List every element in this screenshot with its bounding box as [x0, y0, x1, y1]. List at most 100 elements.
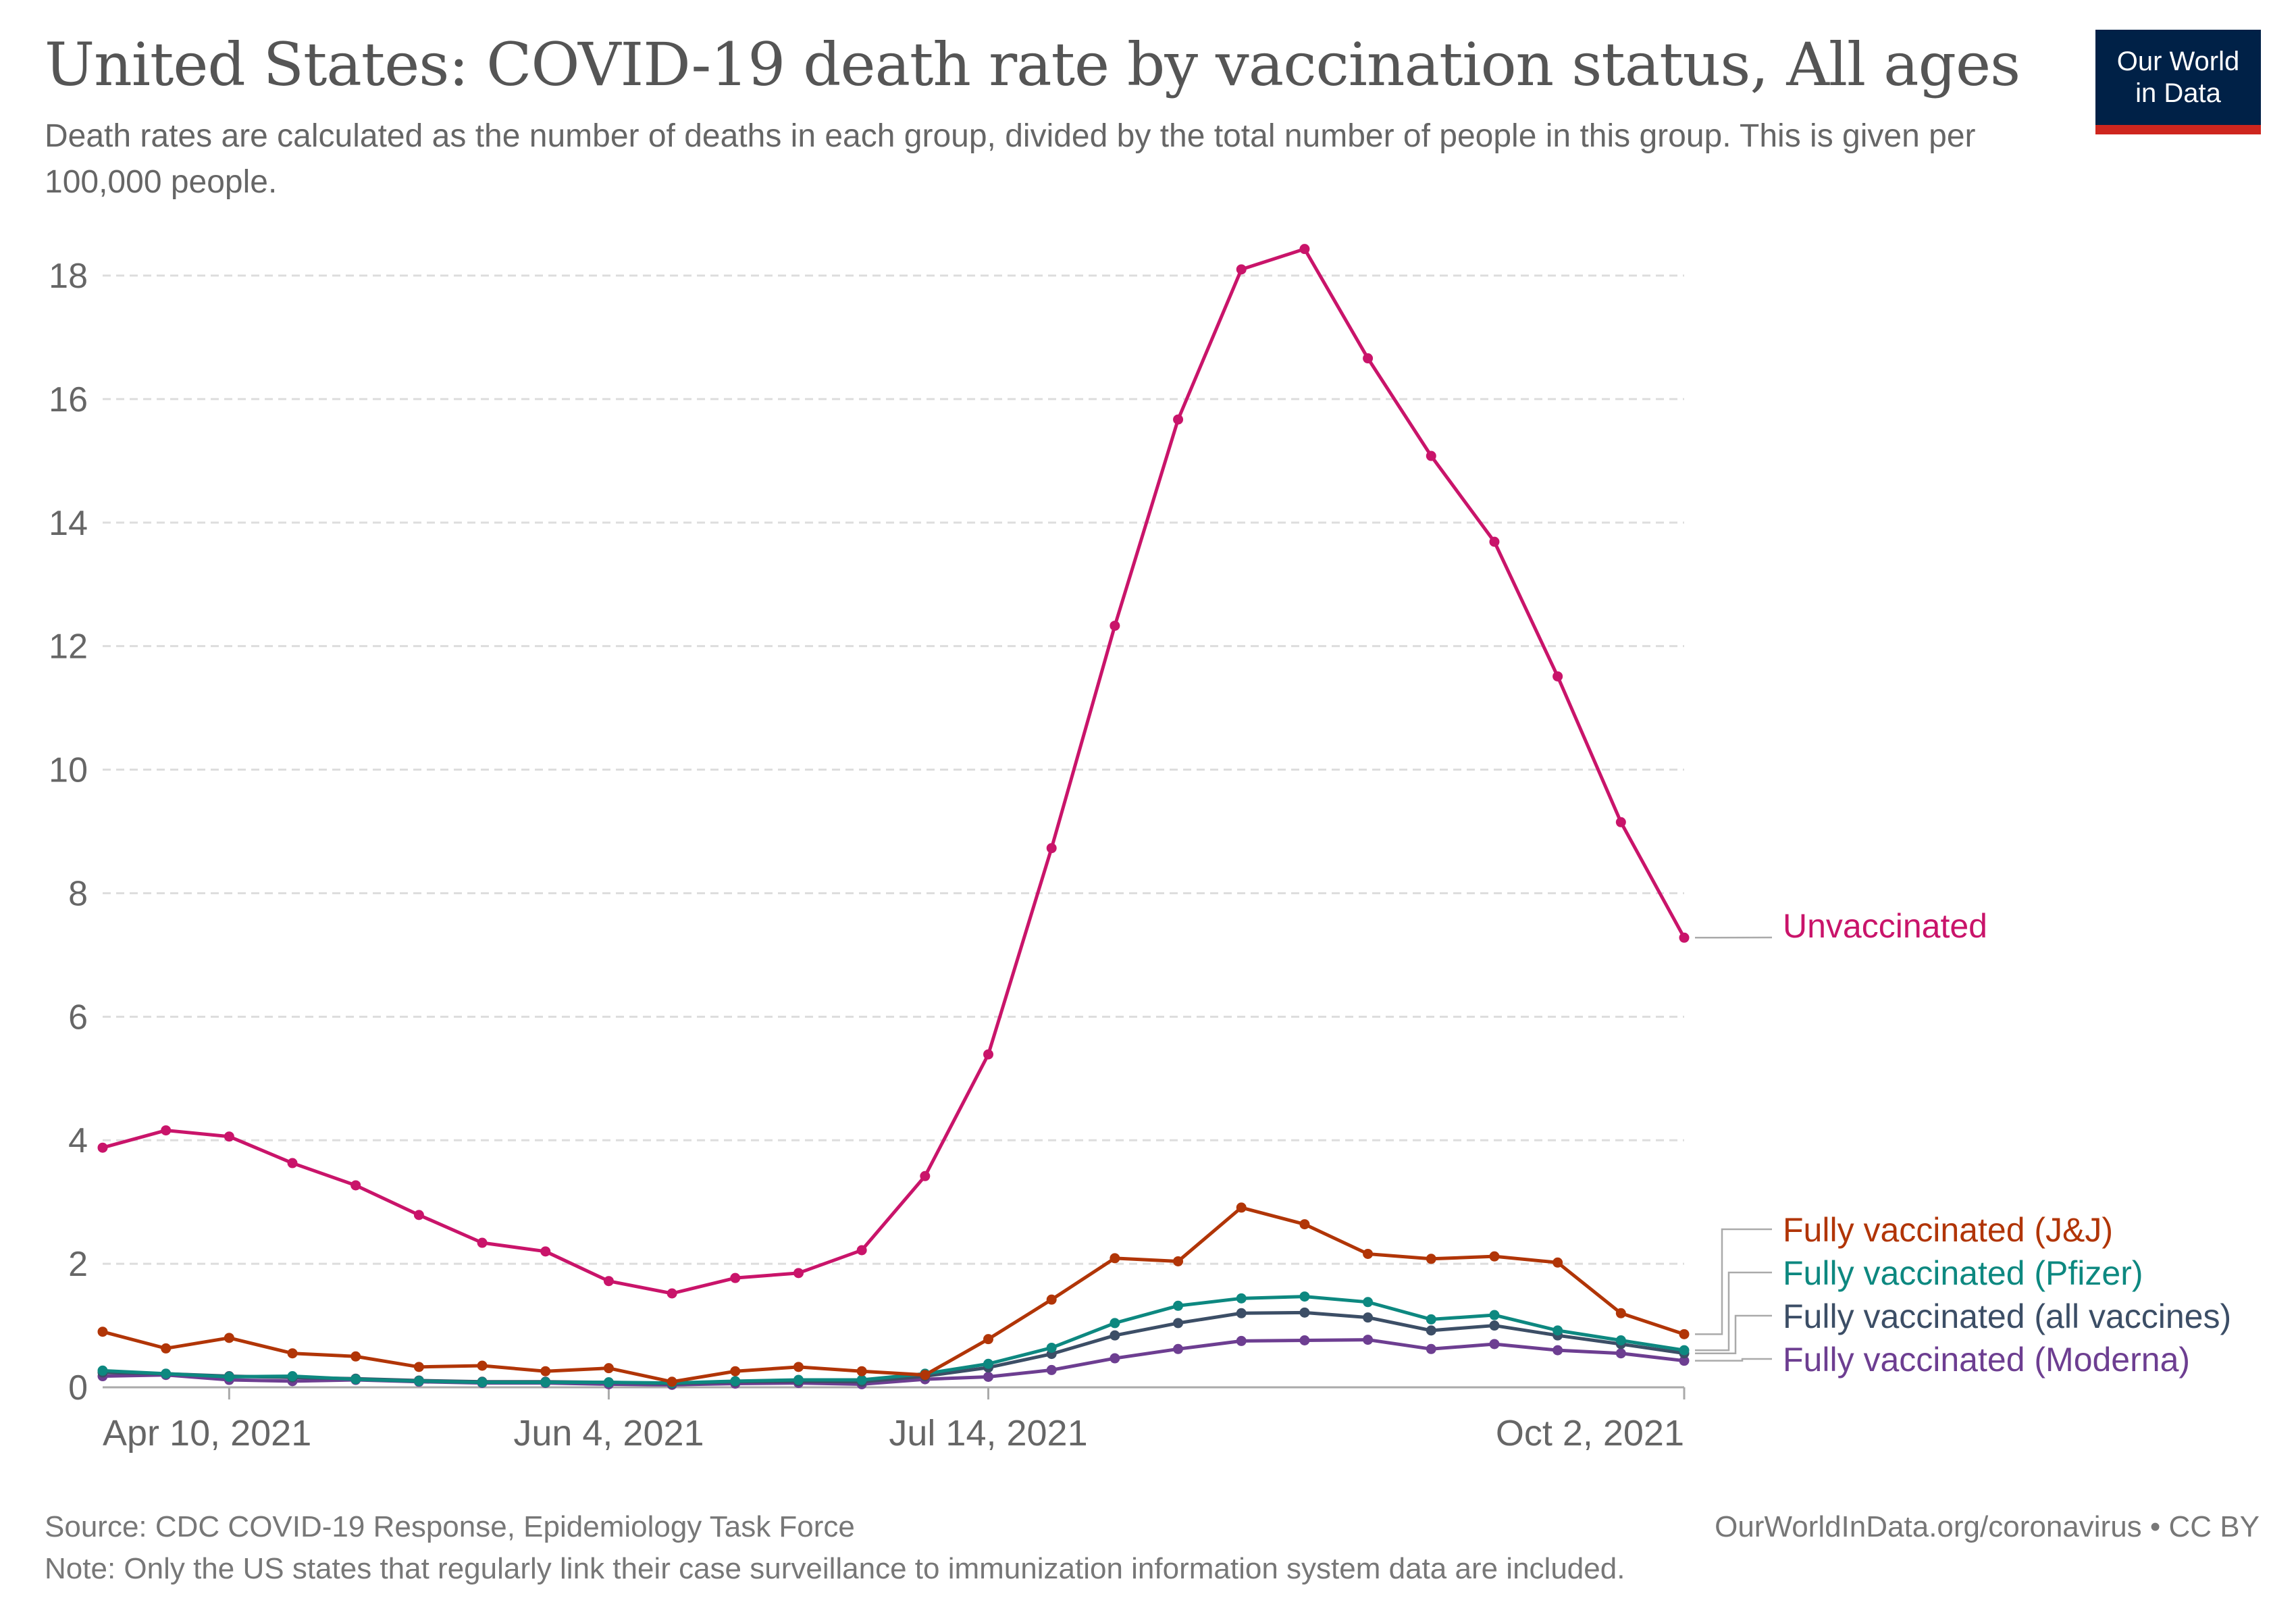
data-point[interactable] [413, 1376, 424, 1387]
credit-link[interactable]: OurWorldInData.org/coronavirus • CC BY [1715, 1510, 2260, 1543]
data-point[interactable] [97, 1365, 108, 1376]
data-point[interactable] [920, 1370, 931, 1381]
data-point[interactable] [224, 1333, 234, 1343]
data-point[interactable] [1236, 1308, 1247, 1318]
data-point[interactable] [1173, 1318, 1184, 1329]
data-point[interactable] [603, 1363, 614, 1374]
data-point[interactable] [1489, 1339, 1500, 1349]
data-point[interactable] [540, 1377, 551, 1388]
data-point[interactable] [1615, 1308, 1626, 1318]
data-point[interactable] [730, 1376, 741, 1387]
data-point[interactable] [1236, 1202, 1247, 1213]
data-point[interactable] [1236, 264, 1247, 275]
data-point[interactable] [413, 1210, 424, 1220]
data-point[interactable] [1679, 932, 1690, 943]
data-point[interactable] [1110, 1353, 1120, 1364]
data-point[interactable] [350, 1180, 361, 1191]
data-point[interactable] [1426, 1314, 1436, 1324]
data-point[interactable] [350, 1351, 361, 1362]
data-point[interactable] [1236, 1335, 1247, 1346]
data-point[interactable] [1426, 1254, 1436, 1264]
data-point[interactable] [983, 1371, 994, 1382]
data-point[interactable] [1363, 1335, 1374, 1345]
data-point[interactable] [1426, 451, 1436, 461]
data-point[interactable] [287, 1348, 298, 1359]
data-point[interactable] [1299, 1307, 1310, 1318]
data-point[interactable] [1553, 671, 1563, 681]
data-point[interactable] [920, 1170, 931, 1181]
data-point[interactable] [1615, 1335, 1626, 1346]
data-point[interactable] [793, 1362, 804, 1372]
data-point[interactable] [287, 1371, 298, 1382]
data-point[interactable] [1110, 1318, 1120, 1329]
data-point[interactable] [1426, 1325, 1436, 1336]
data-point[interactable] [1679, 1329, 1690, 1339]
data-point[interactable] [1299, 1291, 1310, 1302]
data-point[interactable] [1489, 536, 1500, 547]
data-point[interactable] [287, 1158, 298, 1168]
data-point[interactable] [350, 1374, 361, 1385]
series-line[interactable] [102, 1295, 1685, 1385]
data-point[interactable] [224, 1131, 234, 1142]
data-point[interactable] [540, 1246, 551, 1257]
data-point[interactable] [1363, 353, 1374, 364]
series-label[interactable]: Unvaccinated [1783, 907, 1987, 945]
data-point[interactable] [1110, 1330, 1120, 1341]
data-point[interactable] [540, 1366, 551, 1376]
data-point[interactable] [1615, 1348, 1626, 1359]
data-point[interactable] [793, 1268, 804, 1279]
data-point[interactable] [856, 1245, 867, 1256]
data-point[interactable] [1679, 1356, 1690, 1366]
data-point[interactable] [667, 1376, 677, 1387]
data-point[interactable] [1046, 843, 1057, 854]
data-point[interactable] [1110, 620, 1120, 631]
data-point[interactable] [477, 1360, 488, 1371]
data-point[interactable] [1173, 1256, 1184, 1266]
data-point[interactable] [1363, 1297, 1374, 1308]
data-point[interactable] [1173, 1300, 1184, 1311]
data-point[interactable] [1299, 1335, 1310, 1346]
data-point[interactable] [1553, 1345, 1563, 1356]
data-point[interactable] [1615, 817, 1626, 827]
data-point[interactable] [1426, 1343, 1436, 1354]
data-point[interactable] [1363, 1312, 1374, 1323]
series-label[interactable]: Fully vaccinated (Pfizer) [1783, 1254, 2143, 1292]
data-point[interactable] [1046, 1364, 1057, 1375]
data-point[interactable] [983, 1334, 994, 1345]
data-point[interactable] [224, 1371, 234, 1382]
series-label[interactable]: Fully vaccinated (all vaccines) [1783, 1297, 2231, 1335]
data-point[interactable] [1046, 1294, 1057, 1305]
data-point[interactable] [793, 1374, 804, 1385]
series-line[interactable] [102, 1206, 1685, 1384]
data-point[interactable] [603, 1377, 614, 1388]
data-point[interactable] [97, 1142, 108, 1153]
data-point[interactable] [477, 1377, 488, 1388]
data-point[interactable] [667, 1288, 677, 1299]
data-point[interactable] [1679, 1345, 1690, 1356]
data-point[interactable] [1489, 1320, 1500, 1331]
data-point[interactable] [1236, 1293, 1247, 1304]
data-point[interactable] [1553, 1325, 1563, 1336]
data-point[interactable] [603, 1276, 614, 1287]
series-line[interactable] [102, 247, 1686, 1295]
data-point[interactable] [856, 1374, 867, 1385]
data-point[interactable] [1299, 1219, 1310, 1230]
data-point[interactable] [1173, 1343, 1184, 1354]
data-point[interactable] [1489, 1251, 1500, 1262]
data-point[interactable] [1363, 1248, 1374, 1259]
data-point[interactable] [1489, 1310, 1500, 1320]
source-note[interactable]: Source: CDC COVID-19 Response, Epidemiol… [45, 1510, 855, 1543]
data-point[interactable] [730, 1366, 741, 1376]
data-point[interactable] [730, 1272, 741, 1283]
data-point[interactable] [983, 1358, 994, 1369]
data-point[interactable] [97, 1327, 108, 1337]
data-point[interactable] [1173, 414, 1184, 425]
data-point[interactable] [1299, 244, 1310, 255]
data-point[interactable] [477, 1237, 488, 1248]
data-point[interactable] [161, 1368, 172, 1379]
data-point[interactable] [161, 1125, 172, 1136]
data-point[interactable] [413, 1362, 424, 1372]
data-point[interactable] [1553, 1257, 1563, 1268]
data-point[interactable] [983, 1049, 994, 1060]
owid-logo[interactable]: Our World in Data [2095, 30, 2261, 134]
